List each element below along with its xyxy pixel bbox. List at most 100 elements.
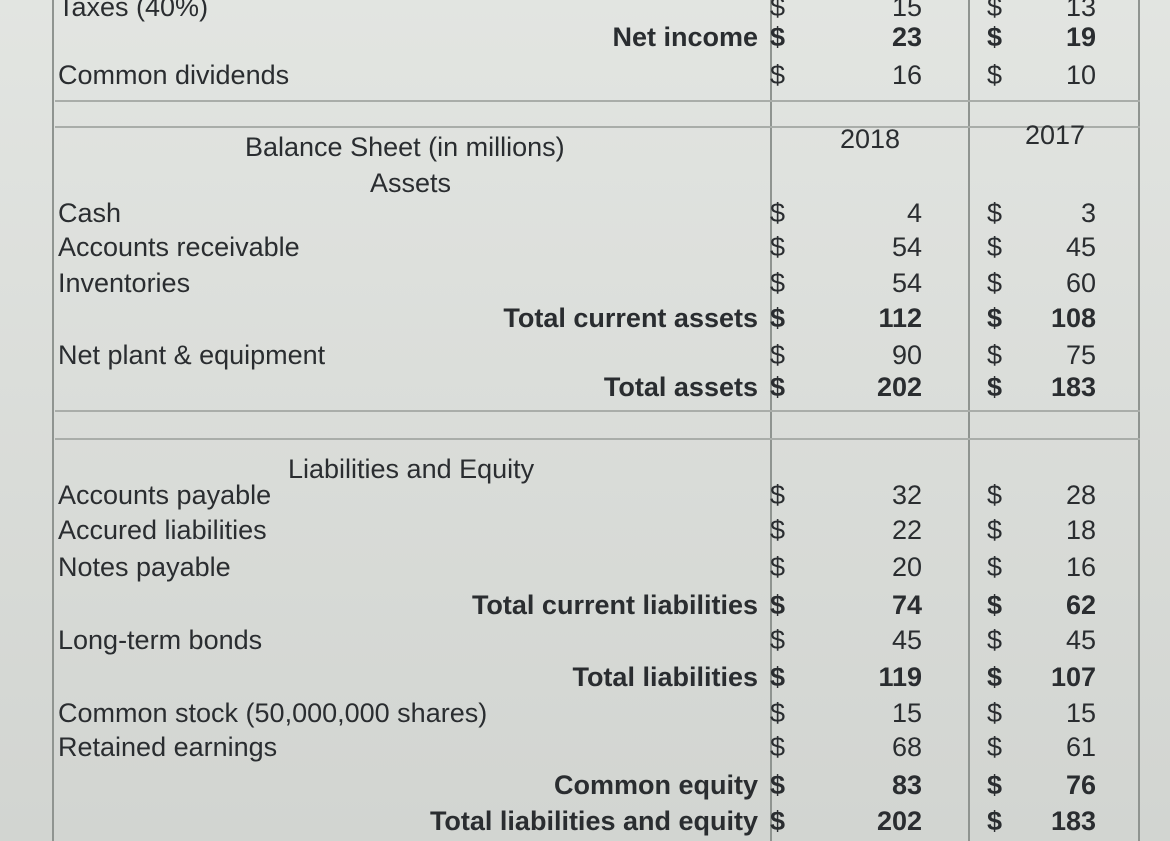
column-border-d: [1138, 0, 1140, 841]
value-2017: 3: [1080, 198, 1096, 228]
value-2017: 183: [1050, 806, 1096, 836]
liabilities-equity-heading: Liabilities and Equity: [288, 454, 535, 484]
value-2018: 119: [878, 662, 922, 692]
currency-symbol-2018: $: [769, 590, 785, 620]
row-label: Total liabilities and equity: [429, 806, 758, 836]
balance-sheet-title: Balance Sheet (in millions): [245, 132, 565, 162]
currency-symbol-2018: $: [769, 372, 785, 402]
row-label: Common dividends: [58, 60, 290, 90]
row-label: Inventories: [58, 268, 191, 298]
value-2017: 75: [1065, 340, 1096, 370]
currency-symbol-2018: $: [769, 698, 785, 728]
currency-symbol-2018: $: [769, 662, 785, 692]
row-label: Accounts receivable: [58, 232, 300, 262]
row-border: [55, 410, 1140, 412]
value-2018: 54: [891, 268, 922, 298]
currency-symbol-2017: $: [986, 480, 1002, 510]
currency-symbol-2018: $: [769, 22, 785, 52]
currency-symbol-2017: $: [986, 232, 1002, 262]
value-2018: 54: [891, 232, 922, 262]
currency-symbol-2017: $: [986, 806, 1002, 836]
year-2017-header: 2017: [1024, 120, 1086, 150]
value-2017: 15: [1065, 698, 1096, 728]
currency-symbol-2017: $: [986, 552, 1002, 582]
row-label: Common equity: [553, 770, 758, 800]
row-border: [55, 126, 1140, 128]
row-label: Cash: [58, 198, 122, 228]
currency-symbol-2017: $: [986, 268, 1002, 298]
currency-symbol-2018: $: [769, 268, 785, 298]
value-2018: 15: [891, 698, 922, 728]
row-label: Common stock (50,000,000 shares): [58, 698, 488, 728]
currency-symbol-2017: $: [986, 515, 1002, 545]
value-2017: 28: [1065, 480, 1096, 510]
currency-symbol-2018: $: [769, 732, 785, 762]
value-2017: 45: [1065, 232, 1096, 262]
value-2018: 68: [891, 732, 922, 762]
row-label: Net plant & equipment: [58, 340, 326, 370]
value-2018: 16: [891, 60, 922, 90]
value-2018: 202: [876, 806, 922, 836]
currency-symbol-2018: $: [769, 340, 785, 370]
value-2017: 61: [1065, 732, 1096, 762]
year-2018-header: 2018: [839, 124, 901, 154]
value-2017: 107: [1050, 662, 1096, 692]
currency-symbol-2018: $: [769, 198, 785, 228]
currency-symbol-2017: $: [986, 662, 1002, 692]
currency-symbol-2017: $: [986, 770, 1002, 800]
currency-symbol-2017: $: [986, 303, 1002, 333]
value-2018: 202: [876, 372, 922, 402]
column-border-a: [52, 0, 54, 841]
value-2017: 45: [1065, 625, 1096, 655]
currency-symbol-2018: $: [769, 60, 785, 90]
value-2017: 19: [1065, 22, 1096, 52]
value-2017: 76: [1065, 770, 1096, 800]
currency-symbol-2017: $: [986, 22, 1002, 52]
currency-symbol-2017: $: [986, 60, 1002, 90]
value-2017: 60: [1065, 268, 1096, 298]
value-2018: 22: [891, 515, 922, 545]
currency-symbol-2017: $: [986, 372, 1002, 402]
value-2018: 32: [891, 480, 922, 510]
value-2017: 62: [1065, 590, 1096, 620]
value-2017: 16: [1065, 552, 1096, 582]
currency-symbol-2017: $: [986, 590, 1002, 620]
currency-symbol-2017: $: [986, 732, 1002, 762]
row-label: Total current assets: [503, 303, 758, 333]
value-2018: 45: [891, 625, 922, 655]
value-2018: 74: [891, 590, 922, 620]
currency-symbol-2018: $: [769, 480, 785, 510]
value-2018: 4: [906, 198, 922, 228]
currency-symbol-2017: $: [986, 0, 1002, 22]
value-2018: 20: [891, 552, 922, 582]
assets-heading: Assets: [370, 168, 452, 198]
value-2018: 112: [878, 303, 922, 333]
value-2018: 23: [891, 22, 922, 52]
value-2018: 15: [891, 0, 922, 22]
currency-symbol-2018: $: [769, 232, 785, 262]
row-border: [55, 438, 1140, 440]
value-2017: 10: [1065, 60, 1096, 90]
row-label: Net income: [612, 22, 758, 52]
value-2017: 13: [1065, 0, 1096, 22]
currency-symbol-2017: $: [986, 340, 1002, 370]
row-label: Total assets: [603, 372, 758, 402]
row-label: Long-term bonds: [58, 625, 263, 655]
row-label: Accured liabilities: [58, 515, 267, 545]
value-2017: 108: [1050, 303, 1096, 333]
row-label: Taxes (40%): [58, 0, 209, 22]
currency-symbol-2018: $: [769, 0, 785, 22]
row-label: Total liabilities: [572, 662, 758, 692]
row-label: Retained earnings: [58, 732, 278, 762]
row-label: Notes payable: [58, 552, 231, 582]
value-2018: 83: [891, 770, 922, 800]
value-2017: 183: [1050, 372, 1096, 402]
row-border: [55, 100, 1140, 102]
column-border-c: [968, 0, 970, 841]
currency-symbol-2018: $: [769, 770, 785, 800]
column-border-b: [770, 0, 772, 841]
row-label: Accounts payable: [58, 480, 272, 510]
currency-symbol-2018: $: [769, 625, 785, 655]
currency-symbol-2018: $: [769, 303, 785, 333]
